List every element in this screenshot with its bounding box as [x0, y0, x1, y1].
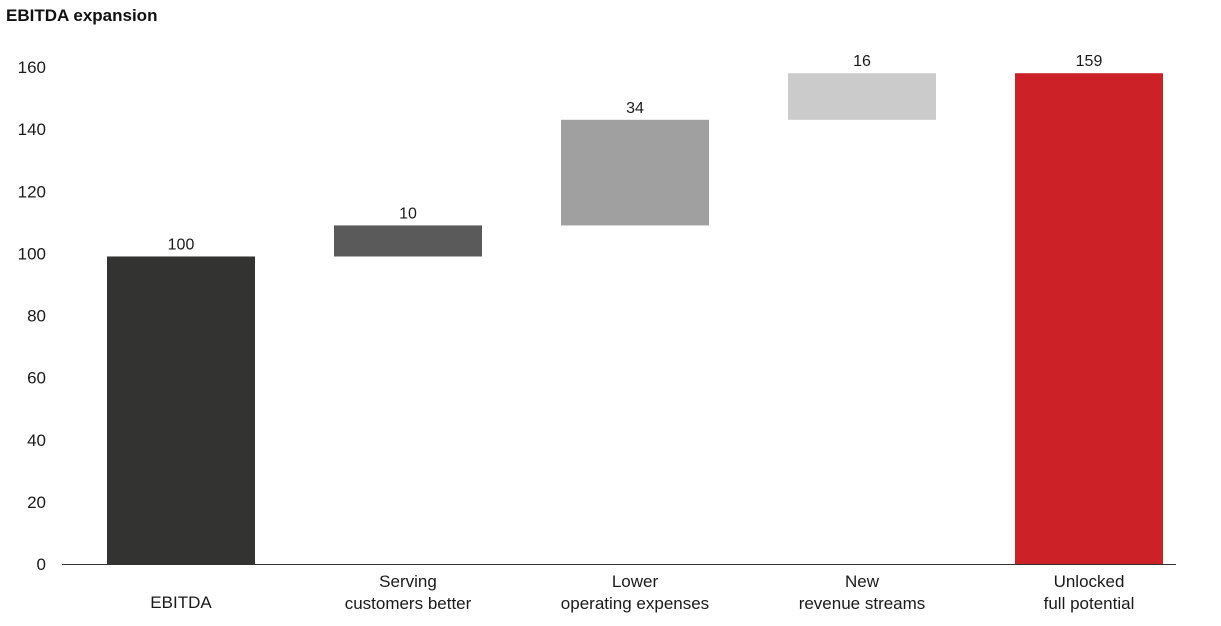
bar	[561, 119, 709, 226]
y-tick-label: 160	[18, 58, 46, 77]
data-label: 34	[626, 100, 644, 117]
y-tick-label: 40	[27, 431, 46, 450]
data-label: 10	[399, 205, 417, 222]
category-label: EBITDA	[150, 593, 212, 612]
bars-group	[107, 73, 1163, 565]
y-tick-label: 0	[37, 555, 46, 574]
category-label: full potential	[1044, 594, 1135, 613]
category-label: New	[845, 572, 880, 591]
x-axis: EBITDA Serving customers better Lower operat…	[62, 564, 1176, 613]
category-label: operating expenses	[561, 594, 709, 613]
y-tick-label: 100	[18, 244, 46, 263]
category-label: Unlocked	[1054, 572, 1125, 591]
bar	[107, 256, 255, 564]
category-label: customers better	[345, 594, 472, 613]
data-label: 159	[1076, 53, 1103, 70]
bar	[788, 73, 936, 120]
y-tick-label: 140	[18, 120, 46, 139]
data-labels-group: 100 10 34 16 159	[168, 53, 1103, 253]
y-tick-label: 20	[27, 493, 46, 512]
data-label: 100	[168, 236, 195, 253]
bar	[334, 225, 482, 257]
y-tick-label: 120	[18, 182, 46, 201]
y-tick-label: 80	[27, 307, 46, 326]
y-axis: 0 20 40 60 80 100 120 140 160	[18, 58, 46, 574]
bar	[1015, 73, 1163, 565]
category-label: Serving	[379, 572, 437, 591]
data-label: 16	[853, 53, 871, 70]
chart-title: EBITDA expansion	[6, 6, 158, 25]
category-label: revenue streams	[799, 594, 926, 613]
category-label: Lower	[612, 572, 659, 591]
y-tick-label: 60	[27, 369, 46, 388]
